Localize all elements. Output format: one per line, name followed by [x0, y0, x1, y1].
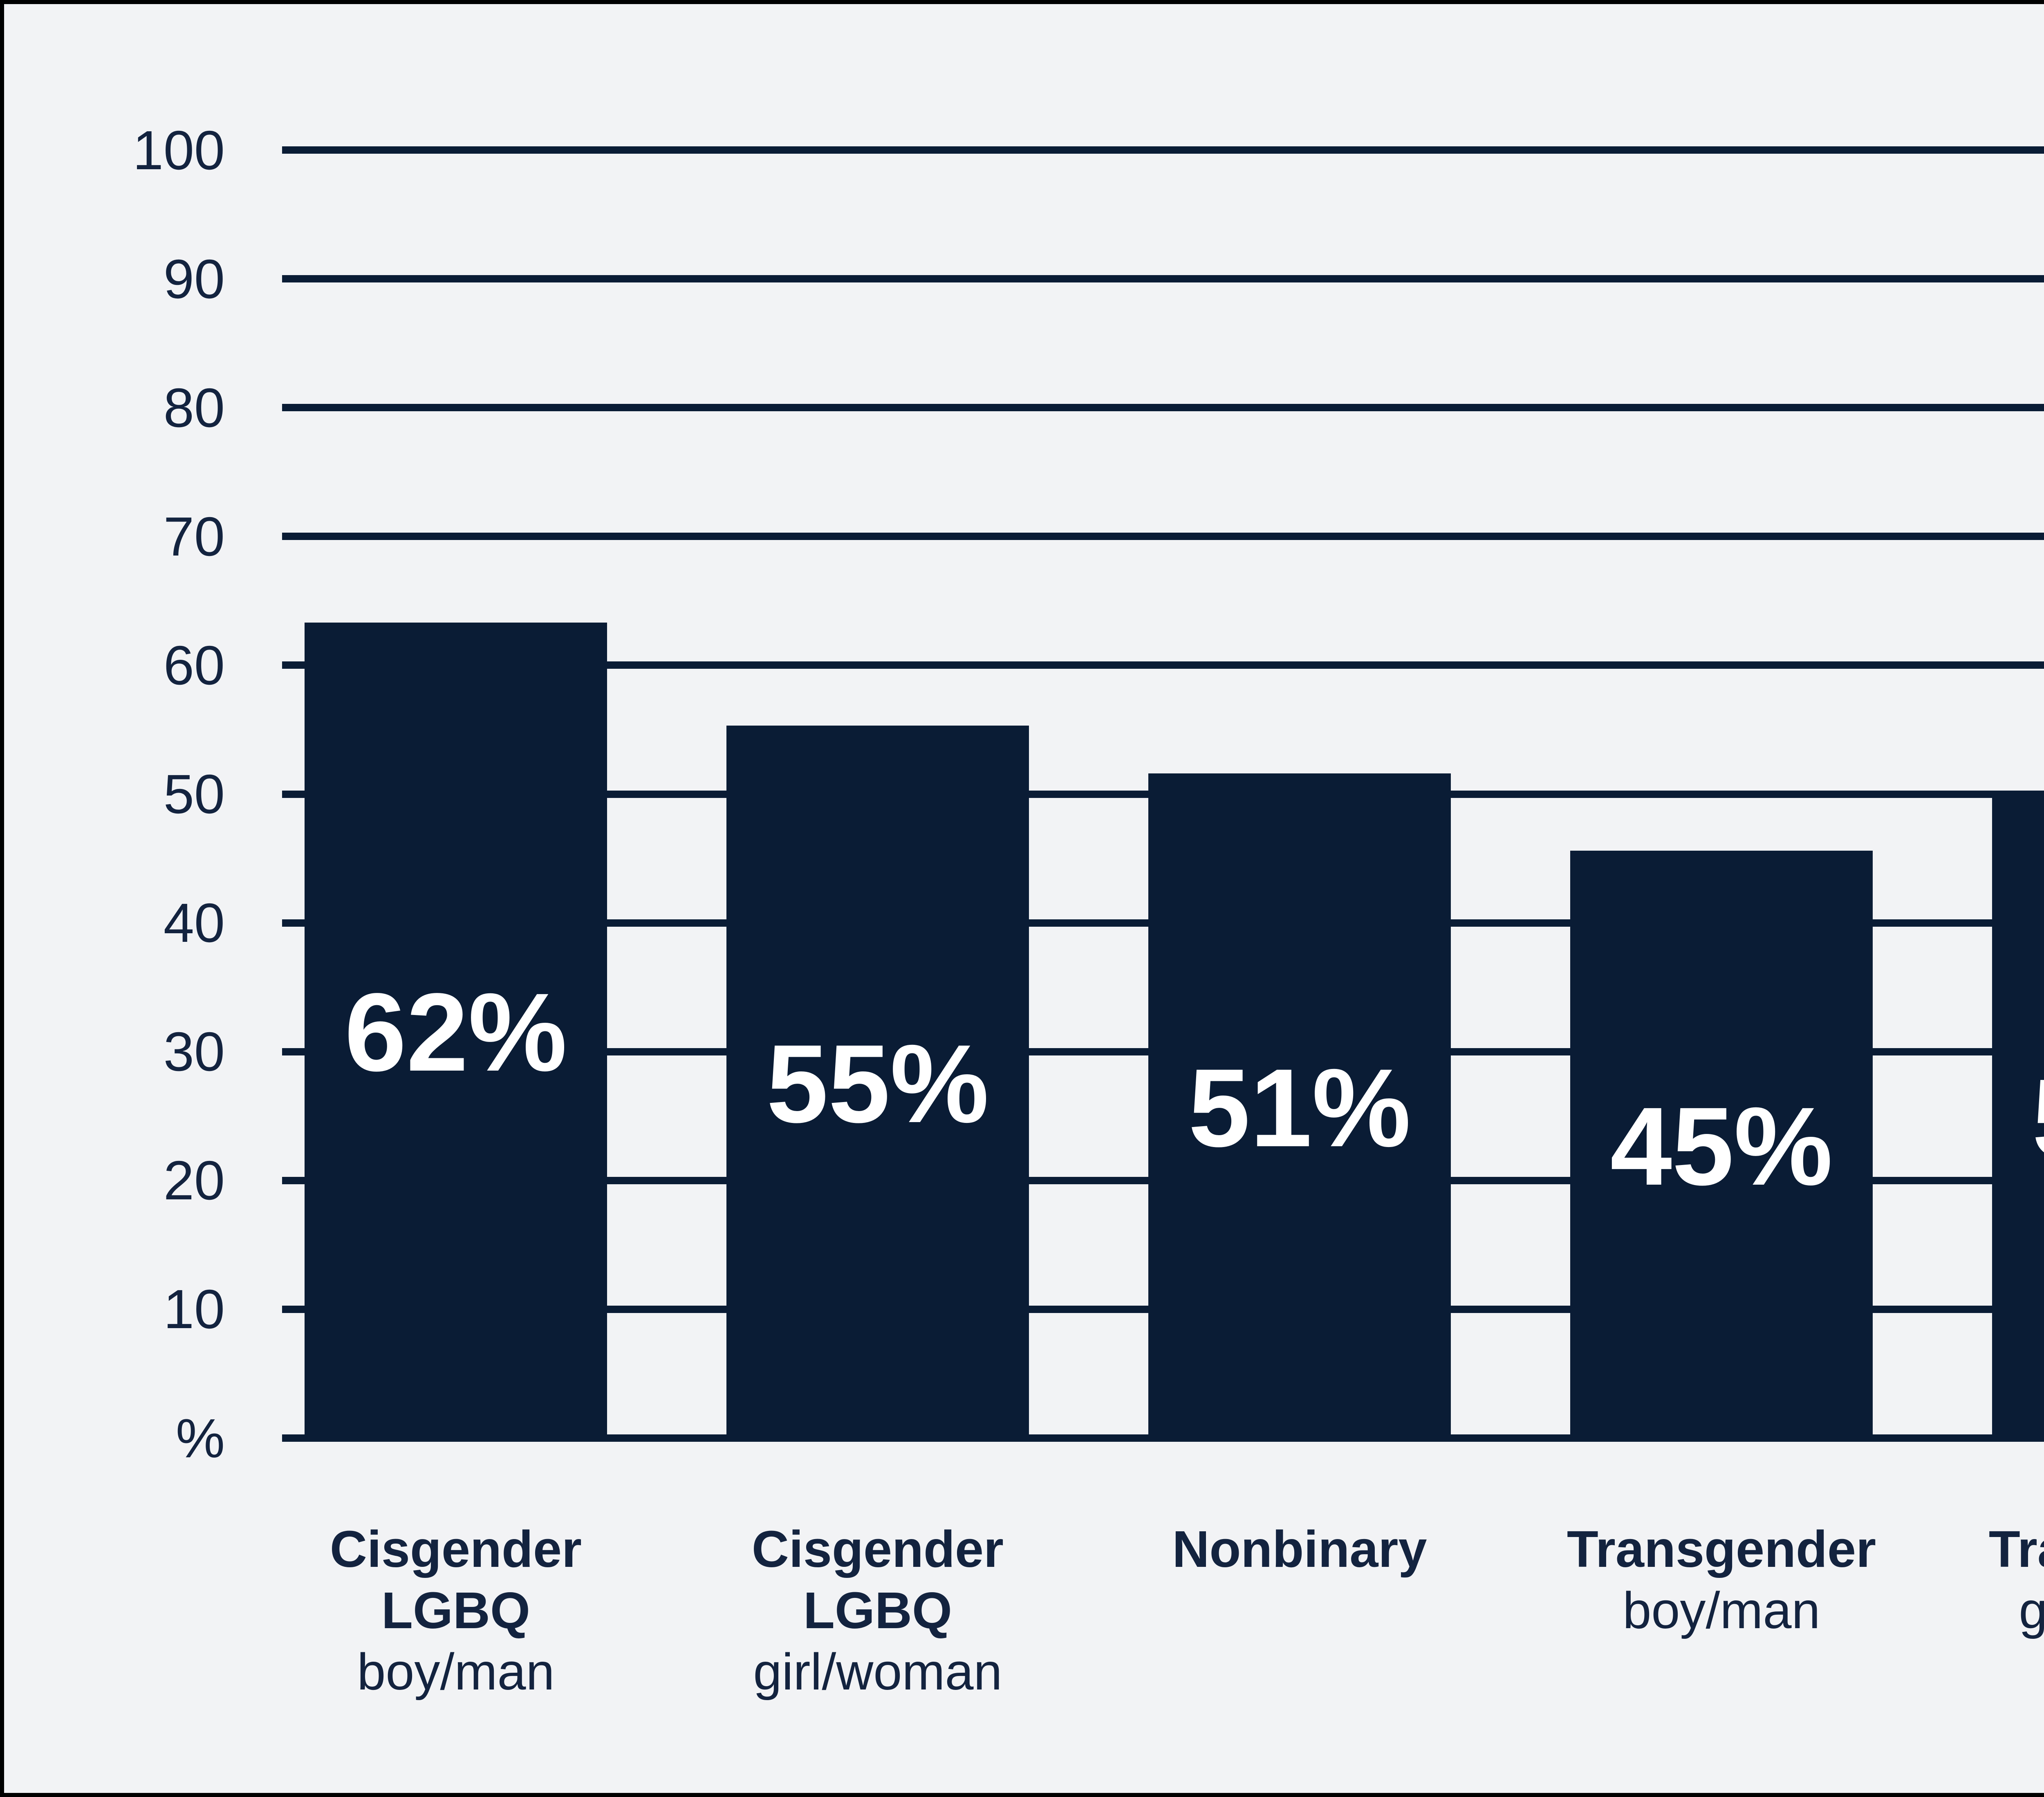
bar-2: 55%: [726, 726, 1029, 1442]
category-label-line: LGBQ: [803, 1582, 952, 1639]
y-tick-label-30: 30: [163, 1021, 225, 1083]
category-label-line: Cisgender: [751, 1520, 1004, 1578]
bar-4: 45%: [1570, 851, 1873, 1442]
y-tick-label-90: 90: [163, 248, 225, 310]
category-label-2: Cisgender LGBQ girl/woman: [661, 1519, 1094, 1703]
bar-value-label: 50%: [1992, 1062, 2044, 1174]
bar-value-label: 62%: [344, 970, 567, 1095]
y-axis-percent-label: %: [175, 1407, 225, 1469]
category-label-line: Transgender: [1988, 1520, 2044, 1578]
category-label-subline: boy/man: [1623, 1582, 1820, 1639]
y-tick-label-70: 70: [163, 505, 225, 567]
category-label-subline: boy/man: [357, 1643, 555, 1701]
bar-1: 62%: [305, 623, 607, 1442]
category-label-3: Nonbinary: [1083, 1519, 1516, 1580]
y-tick-label-40: 40: [163, 892, 225, 954]
y-tick-label-60: 60: [163, 634, 225, 696]
category-label-4: Transgender boy/man: [1505, 1519, 1938, 1641]
gridline-90: [282, 275, 2044, 283]
bar-value-label: 45%: [1610, 1084, 1833, 1209]
category-label-line: Nonbinary: [1172, 1520, 1427, 1578]
bar-value-label: 55%: [766, 1022, 989, 1146]
category-label-line: Cisgender: [329, 1520, 582, 1578]
category-label-line: Transgender: [1567, 1520, 1876, 1578]
category-label-1: Cisgender LGBQ boy/man: [239, 1519, 672, 1703]
y-tick-label-10: 10: [163, 1278, 225, 1340]
category-label-line: LGBQ: [381, 1582, 530, 1639]
y-tick-label-100: 100: [132, 119, 225, 181]
y-tick-label-80: 80: [163, 376, 225, 439]
gridline-100: [282, 146, 2044, 154]
category-label-5: Transgendergirl/woman: [1927, 1519, 2044, 1641]
gridline-70: [282, 533, 2044, 540]
y-tick-label-50: 50: [163, 763, 225, 825]
y-tick-label-20: 20: [163, 1149, 225, 1212]
gridline-80: [282, 404, 2044, 412]
bar-5: 50%: [1992, 794, 2044, 1442]
bar-value-label: 51%: [1188, 1045, 1411, 1170]
category-label-subline: girl/woman: [1927, 1580, 2044, 1641]
bar-3: 51%: [1148, 773, 1451, 1442]
category-label-subline: girl/woman: [753, 1643, 1002, 1701]
gridline-60: [282, 661, 2044, 669]
